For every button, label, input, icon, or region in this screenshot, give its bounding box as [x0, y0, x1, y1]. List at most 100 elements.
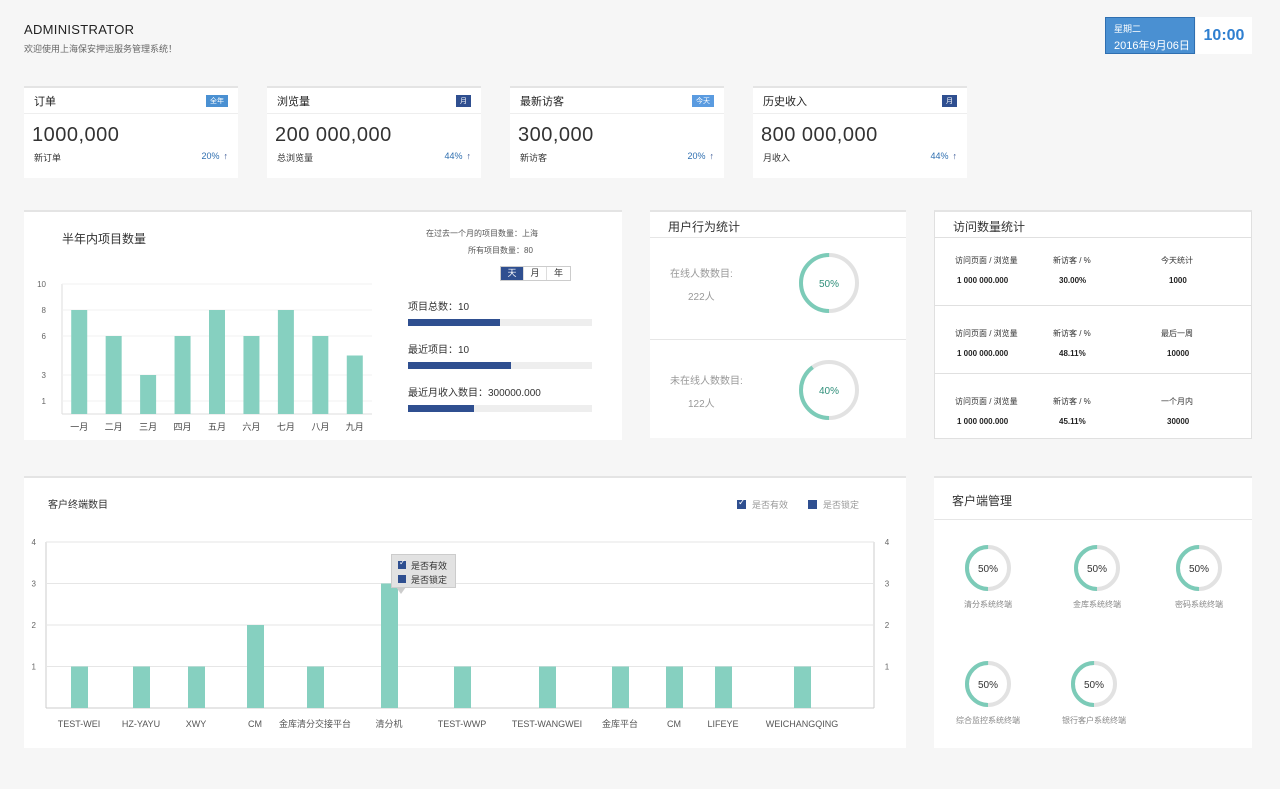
visit-value: 1000	[1169, 276, 1187, 285]
header: ADMINISTRATOR 欢迎使用上海保安押运服务管理系统！	[24, 22, 177, 55]
stat-card-views[interactable]: 浏览量 月 200 000,000 总浏览量 44% ↑	[267, 86, 481, 178]
progress-label: 最近项目：10	[408, 345, 470, 356]
project-note-total: 所有项目数量：80	[468, 246, 533, 255]
progress-track	[408, 319, 592, 326]
visit-value: 10000	[1167, 349, 1190, 358]
online-value: 222人	[688, 292, 715, 303]
ring-percent: 40%	[819, 386, 839, 397]
client-ring-item[interactable]: 50% 金库系统终端	[1047, 544, 1147, 610]
visit-header: 新访客 / %	[1053, 256, 1091, 265]
stat-label: 最新访客	[520, 95, 564, 108]
project-bar-chart: 1 3 6 8 10 一月 二月 三月 四月 五月 六月 七月 八月 九月	[37, 280, 372, 432]
x-tick-label: 四月	[174, 422, 192, 432]
visit-value: 48.11%	[1059, 349, 1086, 358]
online-row: 在线人数数目: 222人 50%	[650, 240, 906, 340]
visit-row-today: 访问页面 / 浏览量 新访客 / % 今天统计 1 000 000.000 30…	[935, 238, 1251, 306]
square-icon	[808, 500, 817, 509]
ring-label: 银行客户系统终端	[1062, 716, 1126, 725]
visit-value: 45.11%	[1059, 417, 1086, 426]
ring-percent: 50%	[1189, 564, 1209, 575]
stat-sub: 总浏览量	[277, 153, 314, 163]
x-tick-label: 六月	[242, 421, 260, 432]
visit-row-month: 访问页面 / 浏览量 新访客 / % 一个月内 1 000 000.000 45…	[935, 374, 1251, 442]
stat-sub: 新订单	[34, 153, 62, 163]
ring-label: 密码系统终端	[1175, 600, 1223, 609]
visit-header: 新访客 / %	[1053, 329, 1091, 338]
ring-label: 金库系统终端	[1073, 600, 1121, 609]
ring-chart: 50%	[965, 545, 1011, 591]
x-tick-label: TEST-WANGWEI	[512, 719, 582, 729]
bar	[312, 336, 329, 414]
progress-label: 最近月收入数目：300000.000	[408, 388, 541, 399]
legend-label: 是否锁定	[823, 500, 860, 510]
stat-pct: 20%	[201, 151, 220, 161]
bar	[666, 666, 683, 708]
stat-card-income[interactable]: 历史收入 月 800 000,000 月收入 44% ↑	[753, 86, 967, 178]
visit-stats-panel: 访问数量统计 访问页面 / 浏览量 新访客 / % 今天统计 1 000 000…	[934, 210, 1252, 439]
offline-ring: 40%	[799, 360, 859, 420]
tooltip-label: 是否有效	[411, 560, 448, 571]
ring-progress	[799, 253, 859, 313]
tab-year[interactable]: 年	[553, 268, 563, 278]
checkbox-checked-icon	[737, 497, 746, 509]
x-tick-label: HZ-YAYU	[122, 719, 160, 729]
tooltip-label: 是否锁定	[411, 574, 448, 585]
bar	[381, 583, 398, 708]
project-note-region: 在过去一个月的项目数量：上海	[426, 229, 538, 238]
ring-progress	[799, 360, 859, 420]
stat-pct: 44%	[444, 151, 463, 161]
tab-month[interactable]: 月	[524, 267, 547, 280]
stat-badge: 全年	[206, 94, 228, 107]
client-ring-item[interactable]: 50% 综合监控系统终端	[938, 660, 1038, 726]
y-tick-label: 3	[32, 580, 37, 589]
ring-chart: 50%	[1176, 545, 1222, 591]
progress-track	[408, 405, 592, 412]
x-tick-label: 七月	[277, 422, 295, 432]
visit-value: 30.00%	[1059, 276, 1087, 285]
stat-card-orders[interactable]: 订单 全年 1000,000 新订单 20% ↑	[24, 86, 238, 178]
x-tick-label: 一月	[70, 422, 88, 432]
stat-sub: 月收入	[763, 153, 791, 163]
client-title: 客户端管理	[934, 478, 1252, 520]
square-icon	[398, 575, 406, 583]
progress-fill	[408, 362, 512, 369]
online-ring: 50%	[799, 253, 859, 313]
x-tick-label: LIFEYE	[707, 719, 738, 729]
progress-total: 项目总数：10	[408, 298, 592, 326]
visit-value: 1 000 000.000	[957, 417, 1009, 426]
stat-badge: 月	[942, 94, 957, 107]
welcome-text: 欢迎使用上海保安押运服务管理系统！	[24, 44, 178, 54]
bar	[794, 666, 811, 708]
bar	[105, 336, 122, 414]
ring-progress	[1074, 545, 1120, 591]
bar	[188, 666, 205, 708]
ring-label: 综合监控系统终端	[956, 716, 1020, 725]
visit-header: 访问页面 / 浏览量	[955, 256, 1018, 265]
arrow-up-icon: ↑	[466, 151, 472, 161]
client-ring-item[interactable]: 50% 银行客户系统终端	[1044, 660, 1144, 726]
day-of-week: 星期二	[1114, 24, 1142, 34]
x-tick-label: TEST-WEI	[58, 719, 101, 729]
stat-badge: 月	[456, 94, 471, 107]
client-ring-item[interactable]: 50% 清分系统终端	[938, 544, 1038, 610]
x-tick-label: TEST-WWP	[438, 719, 487, 729]
offline-row: 未在线人数数目: 122人 40%	[650, 340, 906, 440]
client-ring-item[interactable]: 50% 密码系统终端	[1149, 544, 1249, 610]
visit-value: 30000	[1167, 417, 1190, 426]
tab-day[interactable]: 天	[501, 267, 524, 280]
visit-header: 新访客 / %	[1053, 397, 1091, 406]
current-date: 2016年9月06日	[1114, 40, 1190, 52]
legend-locked[interactable]: 是否锁定	[808, 498, 859, 511]
stat-pct: 44%	[930, 151, 949, 161]
user-behavior-panel: 用户行为统计 在线人数数目: 222人 50% 未在线人数数目: 122人 40…	[650, 210, 906, 438]
arrow-up-icon: ↑	[709, 151, 715, 161]
visit-value: 1 000 000.000	[957, 349, 1009, 358]
legend-valid[interactable]: 是否有效	[737, 497, 788, 511]
x-tick-label: 金库清分交接平台	[279, 718, 351, 729]
stat-card-visitors[interactable]: 最新访客 今天 300,000 新访客 20% ↑	[510, 86, 724, 178]
terminal-bar-chart: 1 1 2 2 3 3 4 4 TEST-WEI HZ-YAYU XWY CM 金库清分交接平台 清分机 T…	[32, 538, 890, 729]
stat-value: 800 000,000	[761, 124, 878, 146]
x-tick-label: CM	[667, 719, 681, 729]
stat-value: 300,000	[518, 124, 594, 146]
terminal-title: 客户终端数目	[48, 500, 108, 511]
